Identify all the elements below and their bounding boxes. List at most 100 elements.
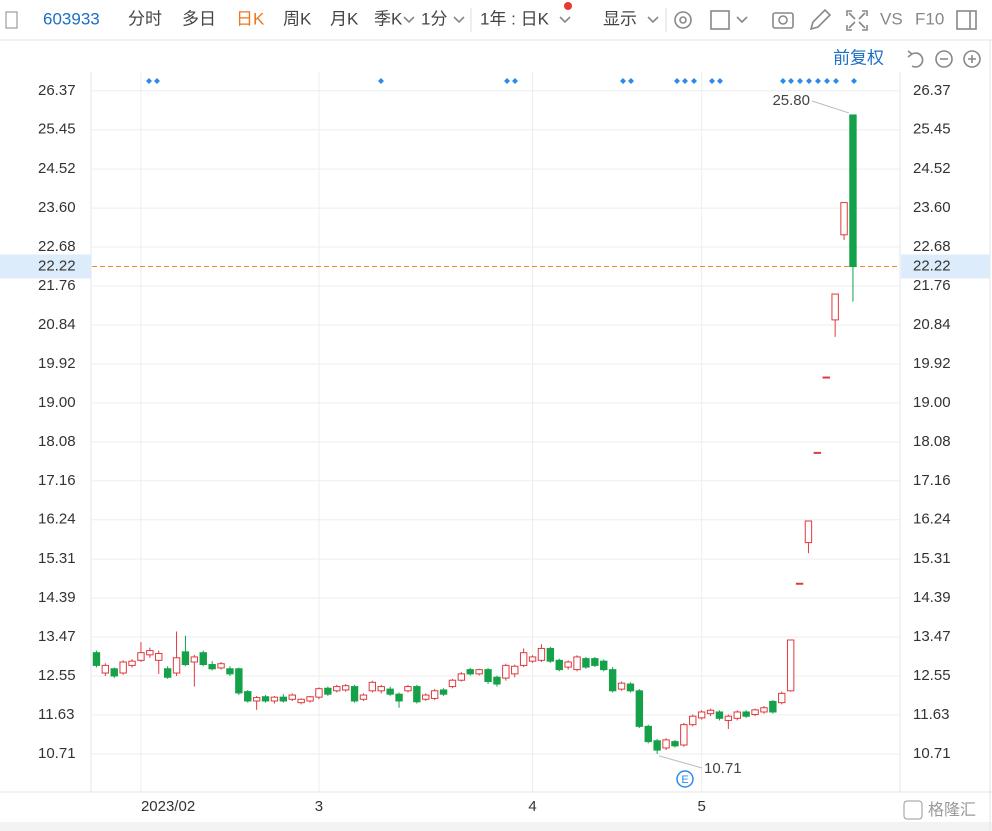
y2-tick-label: 24.52: [913, 160, 951, 177]
fullscreen-icon[interactable]: [846, 10, 868, 31]
toolbar: [0, 0, 992, 40]
max-label: 25.80: [772, 92, 810, 109]
candle-body: [733, 711, 741, 719]
display-menu[interactable]: 显示: [603, 9, 637, 28]
sidebar-toggle[interactable]: [5, 11, 18, 29]
zoom-in-icon[interactable]: [963, 50, 981, 68]
undo-icon[interactable]: [907, 50, 924, 68]
candle-body: [511, 665, 519, 675]
candle-body: [689, 715, 697, 726]
dropdown-arrow: [453, 16, 465, 24]
y-tick-label: 16.24: [38, 511, 76, 528]
camera-lens: [778, 15, 788, 25]
candle-body: [644, 725, 652, 743]
f10-button[interactable]: F10: [915, 9, 944, 28]
candle-body: [600, 660, 608, 671]
candle-body: [190, 656, 199, 663]
y-tick-label: 17.16: [38, 472, 76, 489]
candle-body: [350, 686, 359, 702]
candle-body: [502, 664, 510, 679]
candle-body: [484, 669, 492, 682]
candle-body: [466, 669, 474, 675]
candle-body: [208, 664, 216, 670]
candle-body: [849, 114, 857, 268]
candle-body: [252, 697, 261, 702]
candle-body: [742, 711, 750, 717]
candle-body: [635, 690, 644, 727]
dropdown-arrow: [647, 16, 659, 24]
candle-body: [128, 660, 136, 666]
candle-body: [217, 663, 225, 669]
tab[interactable]: 1分: [421, 9, 447, 28]
zoom-out-icon[interactable]: [935, 50, 953, 68]
draw-icon[interactable]: [809, 8, 832, 31]
candle-body: [591, 658, 599, 666]
tab[interactable]: 月K: [330, 9, 359, 28]
candle-body: [270, 696, 279, 702]
period-select[interactable]: 1年 : 日K: [480, 9, 550, 28]
y2-tick-label: 13.47: [913, 628, 951, 645]
y-tick-label: 19.00: [38, 394, 76, 411]
y2-tick-label: 23.60: [913, 199, 951, 216]
y-tick-label: 10.71: [38, 745, 76, 762]
settings-icon[interactable]: [674, 11, 692, 29]
y-tick-label: 22.68: [38, 238, 76, 255]
candle-body: [297, 698, 305, 704]
tab[interactable]: 周K: [283, 9, 312, 28]
adjust-button[interactable]: 前复权: [833, 48, 884, 67]
candle-body: [101, 664, 110, 674]
y2-tick-label: 10.71: [913, 745, 951, 762]
dropdown-arrow: [403, 16, 415, 24]
candle-body: [671, 741, 679, 747]
candle-body: [840, 202, 848, 236]
overlay-icon[interactable]: [710, 10, 730, 30]
event-markers: [146, 78, 857, 84]
x-tick-label: 4: [528, 798, 536, 815]
candle-body: [778, 692, 786, 704]
candle-body: [786, 639, 795, 692]
candle-body: [831, 293, 839, 321]
candle-body: [333, 686, 341, 692]
candle-body: [404, 686, 412, 692]
candle-body: [564, 661, 572, 668]
notice-dot: [564, 2, 572, 10]
tab[interactable]: 分时: [128, 9, 162, 28]
min-label: 10.71: [704, 760, 742, 777]
event-icon-label: E: [681, 774, 688, 786]
candle-body: [573, 656, 581, 671]
y-tick-label: 19.92: [38, 355, 76, 372]
y-tick-label: 26.37: [38, 82, 76, 99]
candle-body: [430, 690, 439, 699]
candle-body: [457, 673, 466, 681]
y-tick-label: 23.60: [38, 199, 76, 216]
candle-body: [306, 696, 314, 702]
candle-body: [226, 668, 234, 675]
y-tick-label: 21.76: [38, 277, 76, 294]
candle-body: [706, 709, 715, 715]
y-tick-label: 18.08: [38, 433, 76, 450]
candle-body: [715, 711, 724, 719]
candle-body: [279, 696, 288, 702]
vs-button[interactable]: VS: [880, 9, 903, 28]
price-highlight: [901, 254, 990, 279]
candle-body: [537, 647, 546, 661]
candle-body: [519, 652, 528, 666]
y-tick-label: 20.84: [38, 316, 76, 333]
candle-body: [172, 657, 181, 674]
current-price-label: 22.22: [913, 258, 951, 275]
candle-body: [795, 582, 804, 585]
y2-tick-label: 21.76: [913, 277, 951, 294]
candle-body: [626, 683, 635, 692]
panel-icon[interactable]: [956, 10, 977, 30]
candle-body: [555, 659, 563, 671]
camera-icon[interactable]: [772, 12, 794, 29]
y-tick-label: 11.63: [38, 706, 74, 723]
y2-tick-label: 17.16: [913, 472, 951, 489]
tab-active[interactable]: 日K: [236, 9, 265, 28]
tab[interactable]: 多日: [182, 9, 216, 28]
candle-body: [813, 451, 822, 454]
stock-code[interactable]: 603933: [43, 9, 100, 28]
candle-body: [359, 694, 368, 700]
tab[interactable]: 季K: [374, 9, 403, 28]
candle-body: [235, 668, 243, 694]
